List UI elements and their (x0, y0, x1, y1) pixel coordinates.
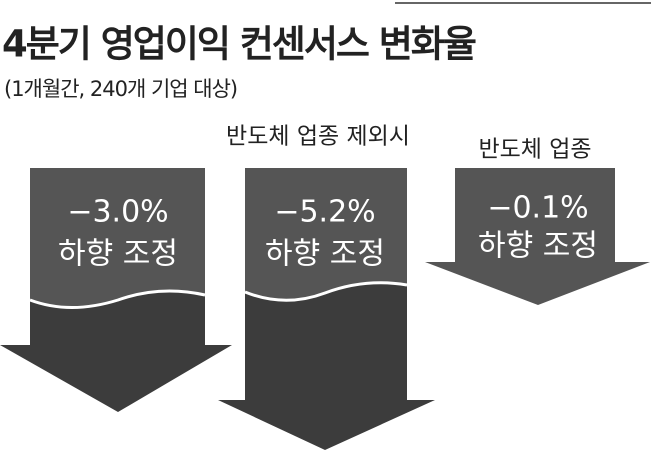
arrow-top (245, 168, 407, 301)
arrow: 반도체 업종 −0.1% 하향 조정 (425, 137, 650, 305)
note-text: 하향 조정 (478, 229, 598, 264)
arrow-top (30, 168, 205, 308)
arrow-label: 반도체 업종 (478, 137, 591, 163)
note-text: 하향 조정 (58, 237, 178, 272)
arrow: −3.0% 하향 조정 (0, 168, 232, 412)
wave-line (29, 289, 206, 309)
change-text: −0.1% (487, 191, 588, 226)
subtitle: (1개월간, 240개 기업 대상) (4, 77, 237, 101)
arrow: 반도체 업종 제외시 −5.2% 하향 조정 (218, 124, 435, 450)
note-text: 하향 조정 (265, 237, 385, 272)
arrow-label: 반도체 업종 제외시 (226, 124, 410, 150)
wave-line (244, 281, 408, 302)
change-text: −5.2% (274, 195, 375, 230)
arrow-shape (425, 168, 650, 305)
change-text: −3.0% (67, 195, 168, 230)
title: 4분기 영업이익 컨센서스 변화율 (2, 23, 476, 66)
